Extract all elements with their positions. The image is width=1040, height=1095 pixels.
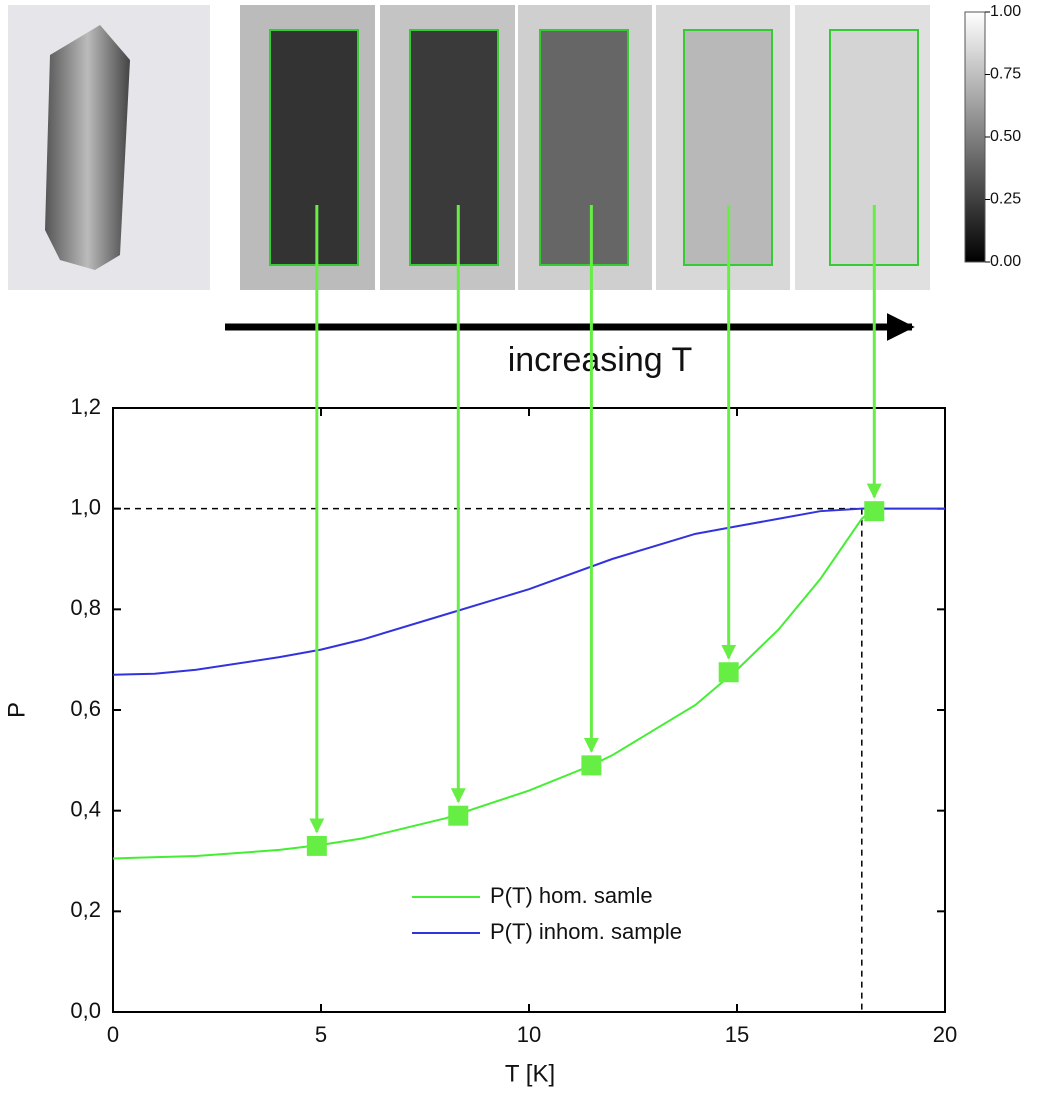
- y-tick-label: 1,2: [70, 394, 101, 419]
- y-axis-label: P: [3, 702, 30, 718]
- data-point: [718, 662, 739, 683]
- colorbar-tick-label: 0.00: [990, 253, 1021, 270]
- x-tick-label: 5: [315, 1022, 327, 1047]
- colorbar-tick-label: 0.50: [990, 128, 1021, 145]
- legend-label: P(T) inhom. sample: [490, 919, 682, 944]
- radiographs: [240, 5, 930, 290]
- y-tick-label: 0,0: [70, 998, 101, 1023]
- data-point: [581, 755, 602, 776]
- y-tick-label: 0,4: [70, 796, 101, 821]
- data-point: [448, 805, 469, 826]
- y-tick-label: 0,8: [70, 595, 101, 620]
- x-tick-label: 10: [517, 1022, 541, 1047]
- y-tick-label: 1,0: [70, 494, 101, 519]
- annotation: increasing T: [508, 341, 693, 379]
- x-tick-label: 0: [107, 1022, 119, 1047]
- x-tick-label: 20: [933, 1022, 957, 1047]
- x-tick-label: 15: [725, 1022, 749, 1047]
- legend-label: P(T) hom. samle: [490, 883, 653, 908]
- colorbar: [964, 11, 986, 263]
- y-tick-label: 0,2: [70, 897, 101, 922]
- data-point: [864, 501, 885, 522]
- colorbar-tick-label: 0.75: [990, 66, 1021, 83]
- sample-photo: [8, 5, 210, 290]
- data-point: [306, 835, 327, 856]
- colorbar-tick-label: 0.25: [990, 191, 1021, 208]
- colorbar-tick-label: 1.00: [990, 3, 1021, 20]
- data-line: [112, 507, 945, 860]
- y-tick-label: 0,6: [70, 696, 101, 721]
- data-line: [112, 507, 945, 676]
- x-axis-label: T [K]: [505, 1060, 555, 1087]
